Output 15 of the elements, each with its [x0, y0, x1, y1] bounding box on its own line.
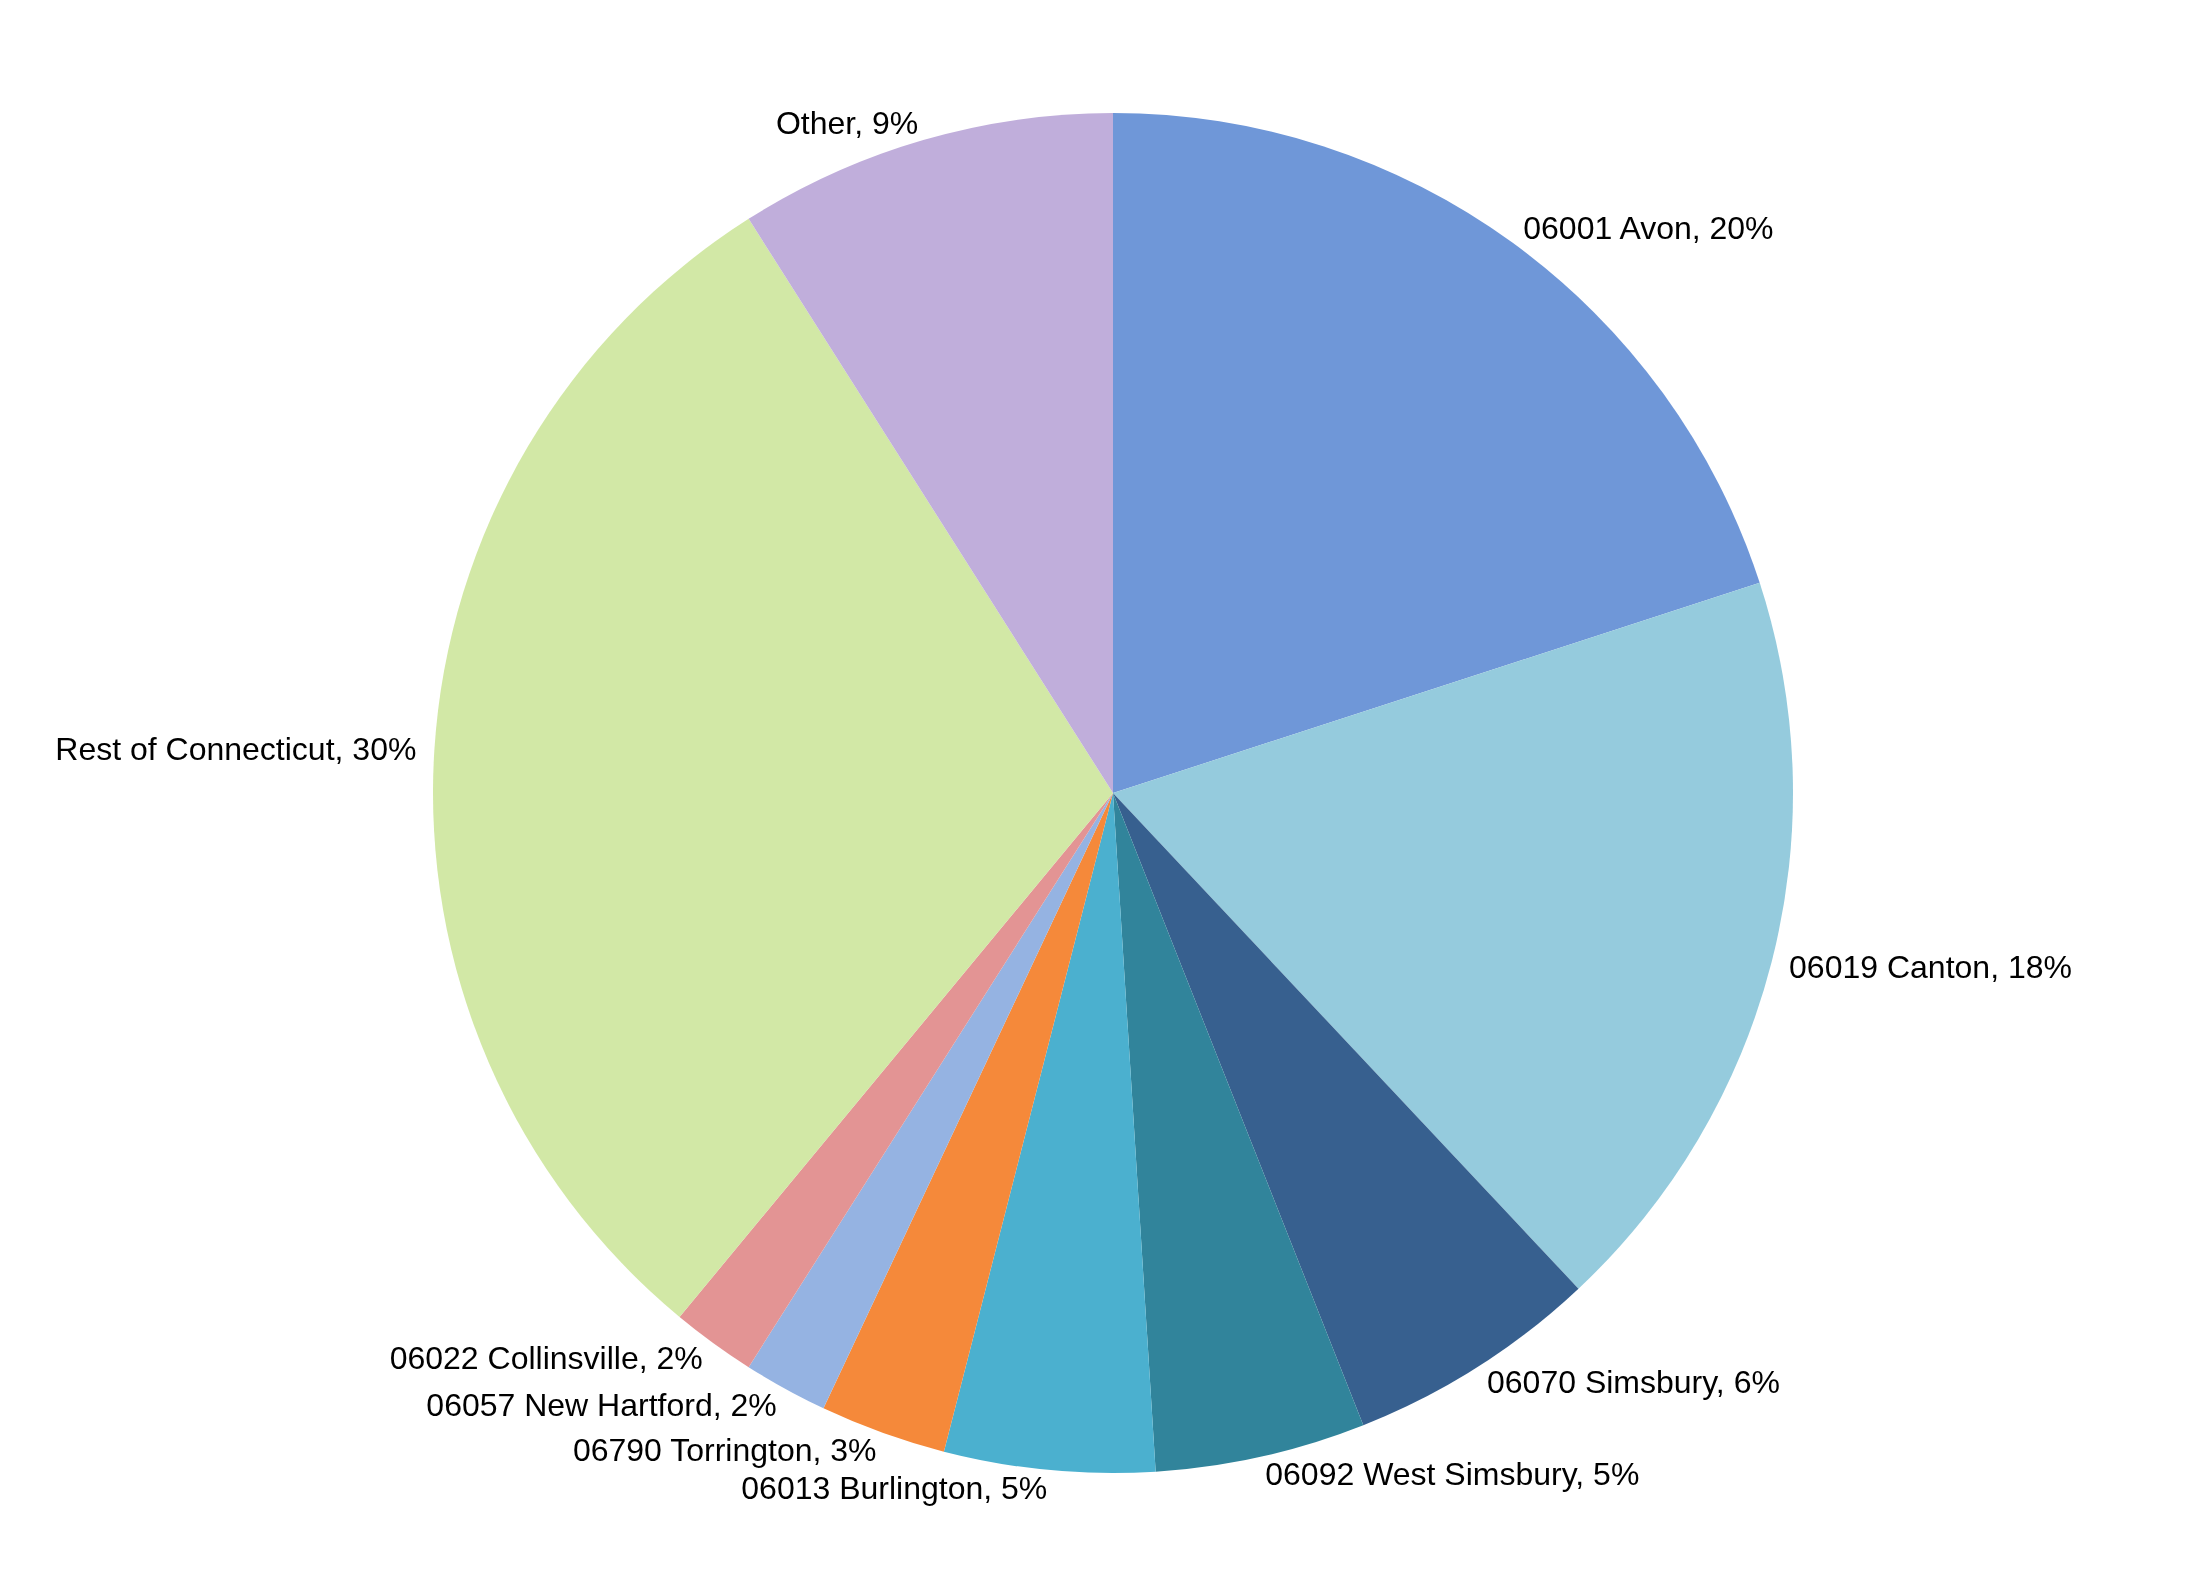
slice-label: 06001 Avon, 20%: [1523, 210, 1774, 247]
slice-label: 06057 New Hartford, 2%: [426, 1386, 777, 1423]
pie-slice: [1113, 793, 1579, 1426]
slice-label: 06070 Simsbury, 6%: [1487, 1364, 1780, 1401]
slice-label: 06790 Torrington, 3%: [572, 1431, 877, 1468]
pie-slice: [943, 793, 1156, 1473]
pie-slice: [1113, 582, 1792, 1289]
slice-label: 06019 Canton, 18%: [1789, 948, 2072, 985]
slice-label: 06013 Burlington, 5%: [741, 1469, 1048, 1506]
slice-label: Other, 9%: [775, 104, 919, 141]
pie-slice: [433, 218, 1113, 1317]
slice-label: Rest of Connecticut, 30%: [55, 731, 417, 768]
pie-slice: [748, 113, 1113, 793]
slice-label: 06022 Collinsville, 2%: [389, 1339, 703, 1376]
slice-label: 06092 West Simsbury, 5%: [1265, 1456, 1640, 1493]
